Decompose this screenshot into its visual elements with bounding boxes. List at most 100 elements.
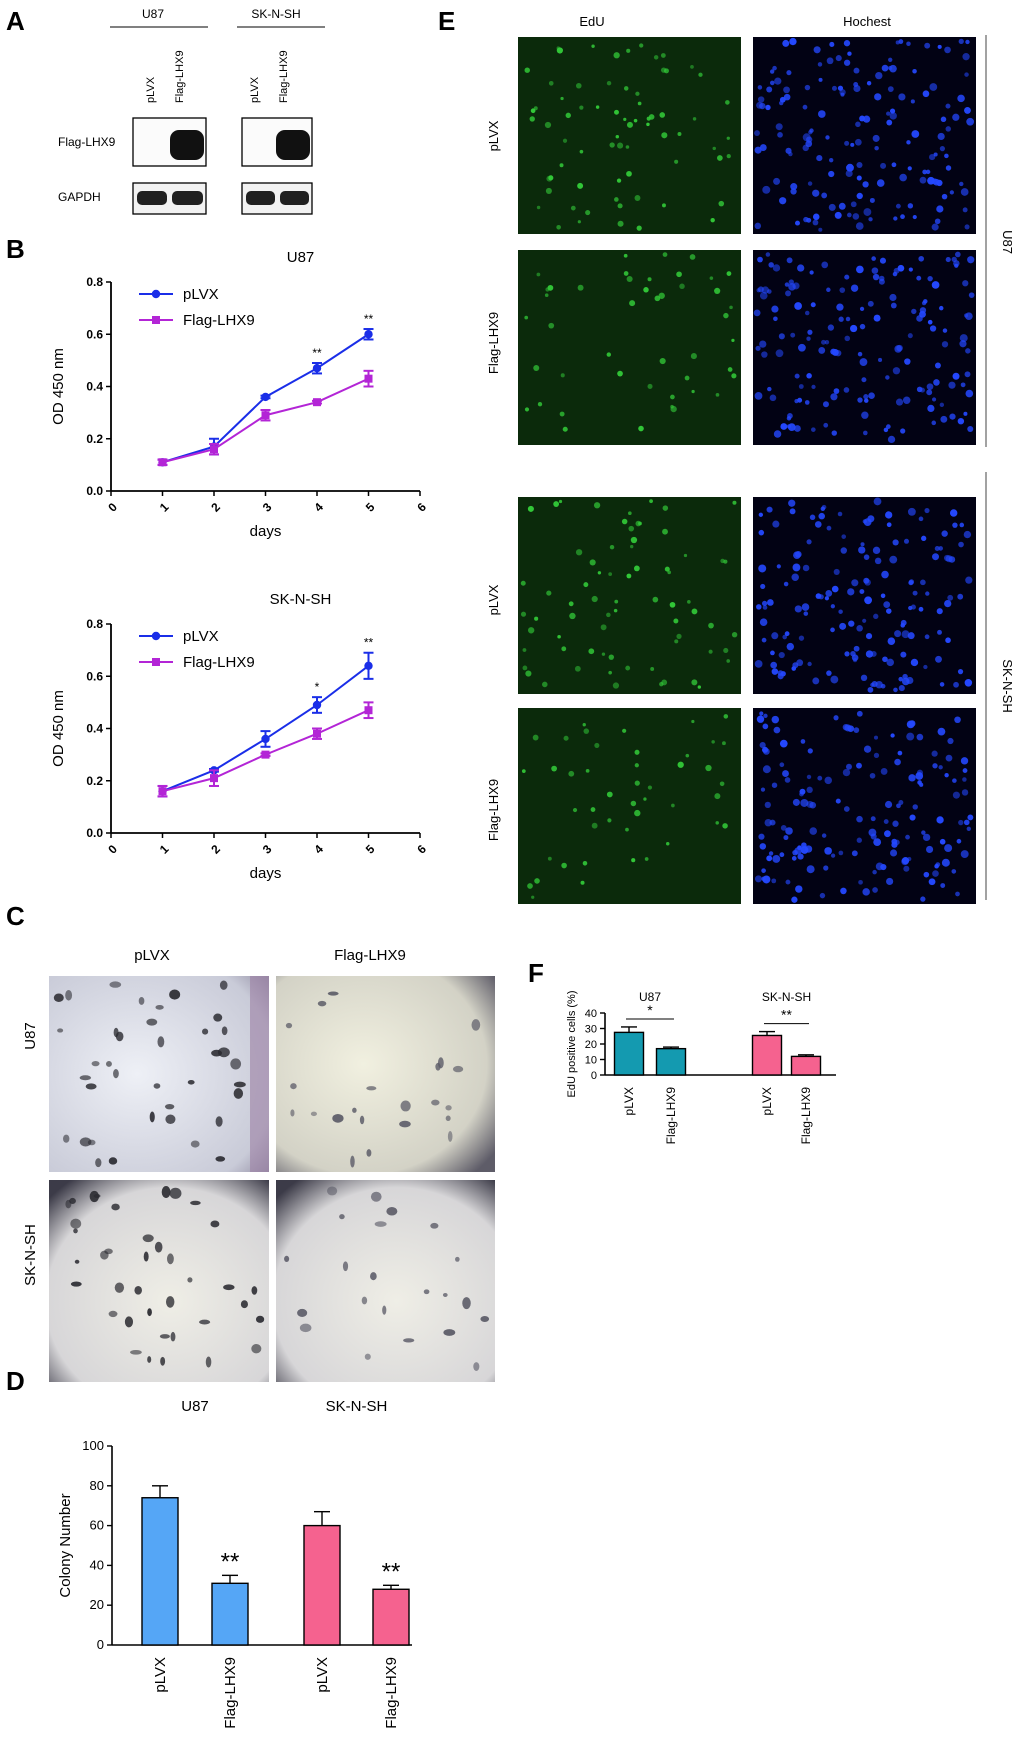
hoechst-nucleus — [813, 46, 821, 54]
hoechst-nucleus — [831, 348, 839, 356]
colony — [170, 1331, 176, 1342]
hoechst-nucleus — [927, 275, 933, 282]
hoechst-nucleus — [937, 727, 946, 736]
colony — [386, 1206, 398, 1216]
hoechst-nucleus — [812, 189, 820, 197]
x-tick-label: 6 — [414, 842, 429, 857]
hoechst-nucleus — [964, 679, 973, 687]
edu-nucleus — [625, 827, 629, 832]
edu-nucleus — [671, 803, 675, 808]
hoechst-nucleus — [895, 203, 901, 209]
hoechst-nucleus — [800, 739, 806, 744]
colony — [233, 1088, 244, 1099]
hoechst-nucleus — [851, 579, 859, 587]
hoechst-nucleus — [777, 670, 784, 676]
edu-nucleus — [622, 728, 627, 733]
hoechst-nucleus — [918, 516, 924, 522]
hoechst-nucleus — [889, 555, 898, 564]
hoechst-nucleus — [840, 887, 847, 895]
edu-nucleus — [544, 293, 549, 297]
hoechst-nucleus — [963, 819, 970, 826]
hoechst-nucleus — [862, 519, 867, 524]
category-label: pLVX — [314, 1657, 331, 1693]
category-label: Flag-LHX9 — [222, 1657, 239, 1729]
y-axis-label: Colony Number — [57, 1493, 74, 1597]
edu-nucleus — [659, 357, 666, 365]
hoechst-nucleus — [771, 668, 779, 675]
hoechst-nucleus — [952, 791, 960, 799]
hoechst-nucleus — [812, 219, 819, 226]
hoechst-nucleus — [898, 676, 904, 682]
colony — [299, 1323, 312, 1333]
edu-nucleus — [634, 195, 641, 201]
hoechst-nucleus — [855, 222, 864, 230]
hoechst-nucleus — [831, 585, 839, 593]
colony — [199, 1319, 211, 1325]
hoechst-nucleus — [897, 264, 905, 272]
edu-nucleus — [520, 611, 527, 617]
hoechst-nucleus — [873, 752, 880, 759]
hoechst-nucleus — [795, 220, 800, 226]
hoechst-nucleus — [758, 564, 767, 573]
hoechst-nucleus — [874, 93, 882, 101]
hoechst-nucleus — [803, 611, 809, 616]
category-label: Flag-LHX9 — [383, 1657, 400, 1729]
hoechst-nucleus — [800, 846, 809, 854]
hoechst-nucleus — [762, 765, 771, 774]
hoechst-nucleus — [906, 140, 911, 145]
hoechst-nucleus — [926, 383, 934, 390]
hoechst-nucleus — [912, 215, 917, 220]
hoechst-nucleus — [907, 203, 914, 209]
edu-nucleus — [662, 252, 668, 257]
colony — [111, 1203, 120, 1211]
colony — [442, 1292, 448, 1297]
edu-nucleus — [662, 528, 668, 535]
edu-nucleus — [723, 312, 729, 319]
edu-nucleus — [647, 277, 652, 282]
edu-nucleus — [536, 272, 541, 277]
hoechst-nucleus — [901, 630, 910, 639]
edu-col-hoechst: Hochest — [843, 14, 891, 29]
hoechst-nucleus — [761, 876, 766, 881]
colony — [366, 1149, 372, 1157]
hoechst-nucleus — [889, 293, 897, 302]
edu-nucleus — [533, 365, 540, 372]
edu-nucleus — [609, 142, 615, 148]
edu-nucleus — [634, 809, 641, 817]
y-tick-label: 40 — [585, 1008, 597, 1020]
hoechst-nucleus — [856, 161, 863, 169]
hoechst-nucleus — [766, 86, 773, 93]
hoechst-nucleus — [838, 316, 844, 322]
hoechst-nucleus — [758, 833, 765, 840]
hoechst-nucleus — [790, 183, 798, 191]
hoechst-nucleus — [933, 152, 938, 157]
edu-nucleus — [732, 500, 737, 505]
colony — [290, 1083, 297, 1090]
edu-nucleus — [714, 287, 721, 294]
hoechst-nucleus — [917, 780, 922, 785]
edu-nucleus — [660, 53, 666, 58]
edu-nucleus — [731, 631, 738, 638]
hoechst-nucleus — [901, 857, 910, 865]
hoechst-nucleus — [847, 588, 855, 596]
hoechst-nucleus — [934, 362, 941, 369]
colony — [255, 1315, 265, 1323]
hoechst-nucleus — [900, 623, 906, 628]
data-point — [364, 706, 373, 715]
hoechst-nucleus — [771, 715, 780, 724]
x-axis-label: days — [250, 865, 282, 882]
y-tick-label: 0.2 — [86, 774, 103, 788]
hoechst-nucleus — [945, 637, 951, 644]
hoechst-nucleus — [862, 181, 869, 188]
edu-nucleus — [711, 740, 715, 744]
edu-nucleus — [525, 670, 532, 677]
edu-nucleus — [591, 44, 595, 48]
y-tick-label: 10 — [585, 1055, 597, 1067]
hoechst-nucleus — [911, 308, 917, 315]
hoechst-nucleus — [878, 357, 883, 362]
hoechst-nucleus — [761, 637, 767, 643]
hoechst-nucleus — [818, 227, 823, 232]
hoechst-nucleus — [766, 599, 774, 606]
hoechst-nucleus — [892, 820, 899, 827]
edu-nucleus — [579, 149, 584, 154]
